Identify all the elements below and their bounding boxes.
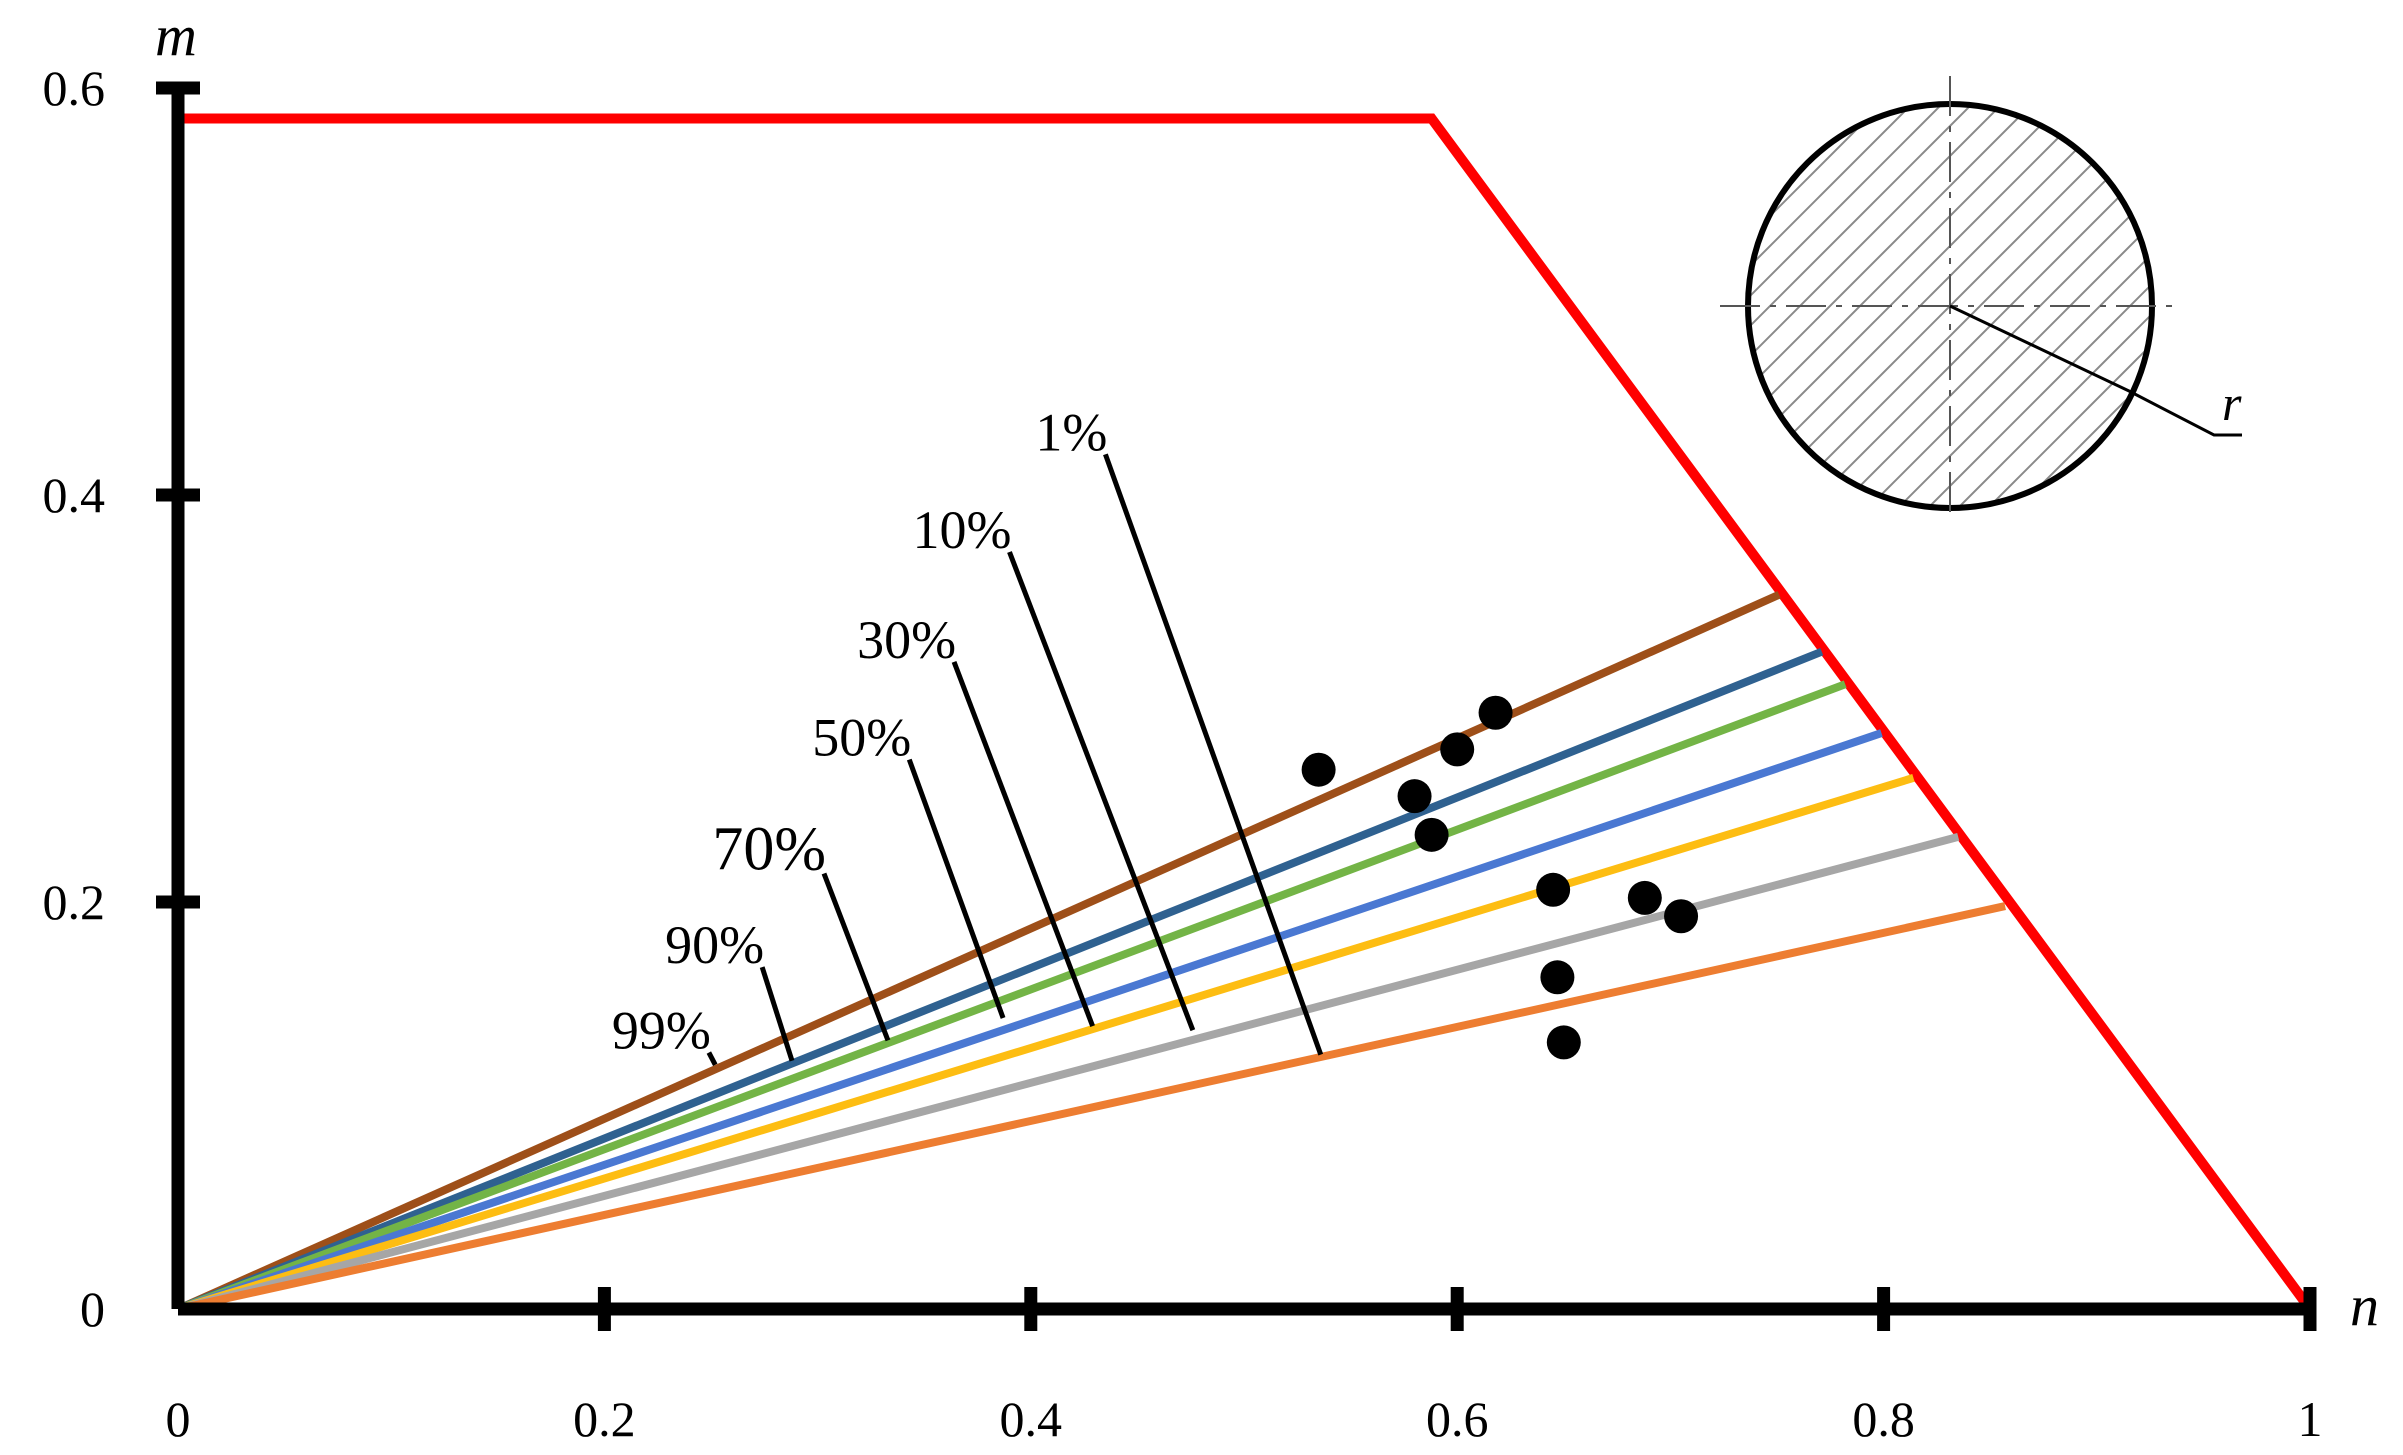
series-line-30pct xyxy=(176,774,1915,1313)
annotation-leader xyxy=(951,660,1095,1028)
series-line-90pct xyxy=(176,647,1824,1313)
y-axis-title: m xyxy=(155,3,197,68)
series-line-50pct xyxy=(176,729,1883,1313)
y-tick-label: 0.6 xyxy=(43,60,106,116)
annotation-leader xyxy=(706,1051,718,1066)
annotation-label: 70% xyxy=(712,816,826,884)
annotation-leader xyxy=(906,758,1006,1019)
annotation-leader xyxy=(821,872,891,1042)
annotation-label: 90% xyxy=(665,915,764,975)
hatch-line xyxy=(1748,104,1971,508)
y-tick-label: 0.4 xyxy=(43,467,106,523)
x-tick-label: 1 xyxy=(2298,1391,2323,1447)
annotation-label: 10% xyxy=(912,500,1011,560)
x-tick-label: 0.2 xyxy=(573,1391,636,1447)
hatch-line xyxy=(1748,104,2001,508)
axes xyxy=(171,84,2315,1316)
hatch-line xyxy=(1899,104,2152,508)
x-tick-label: 0.4 xyxy=(1000,1391,1063,1447)
x-tick-label: 0.8 xyxy=(1852,1391,1915,1447)
data-point xyxy=(1664,899,1699,934)
annotation-label: 50% xyxy=(812,708,911,768)
hatch-line xyxy=(1748,104,2091,508)
radius-leader-line xyxy=(1949,304,2242,437)
hatch-line xyxy=(1748,104,1941,508)
x-tick-label: 0 xyxy=(166,1391,191,1447)
cross-section-inset: r xyxy=(1720,76,2242,520)
annotation-label: 99% xyxy=(612,1001,711,1061)
hatch-line xyxy=(1748,104,1911,508)
annotation-leader xyxy=(1103,453,1324,1056)
capacity-boundary-line xyxy=(178,113,2315,1312)
annotation-label: 1% xyxy=(1035,402,1107,462)
annotation-label: 30% xyxy=(857,610,956,670)
hatch-line xyxy=(2139,104,2152,508)
hatch-line xyxy=(1748,104,1761,508)
annotation-leader xyxy=(759,966,795,1062)
data-point xyxy=(1414,817,1449,852)
data-point xyxy=(1546,1025,1581,1060)
hatch-line xyxy=(1748,104,1791,508)
radius-label: r xyxy=(2222,375,2242,431)
data-point xyxy=(1397,779,1432,814)
x-tick-label: 0.6 xyxy=(1426,1391,1489,1447)
hatch-line xyxy=(1959,104,2152,508)
data-point xyxy=(1540,960,1575,995)
data-point xyxy=(1301,752,1336,787)
data-point xyxy=(1536,872,1571,907)
y-tick-label: 0 xyxy=(80,1281,105,1337)
annotation-leader xyxy=(1007,551,1196,1032)
series-line-1pct xyxy=(177,902,2006,1313)
data-point xyxy=(1478,695,1513,730)
hatch-line xyxy=(1929,104,2152,508)
series-line-10pct xyxy=(176,833,1960,1313)
series-line-70pct xyxy=(176,680,1847,1313)
x-axis-title: n xyxy=(2350,1273,2379,1338)
data-point xyxy=(1440,732,1475,767)
data-point xyxy=(1627,880,1662,915)
y-tick-label: 0.2 xyxy=(43,874,106,930)
